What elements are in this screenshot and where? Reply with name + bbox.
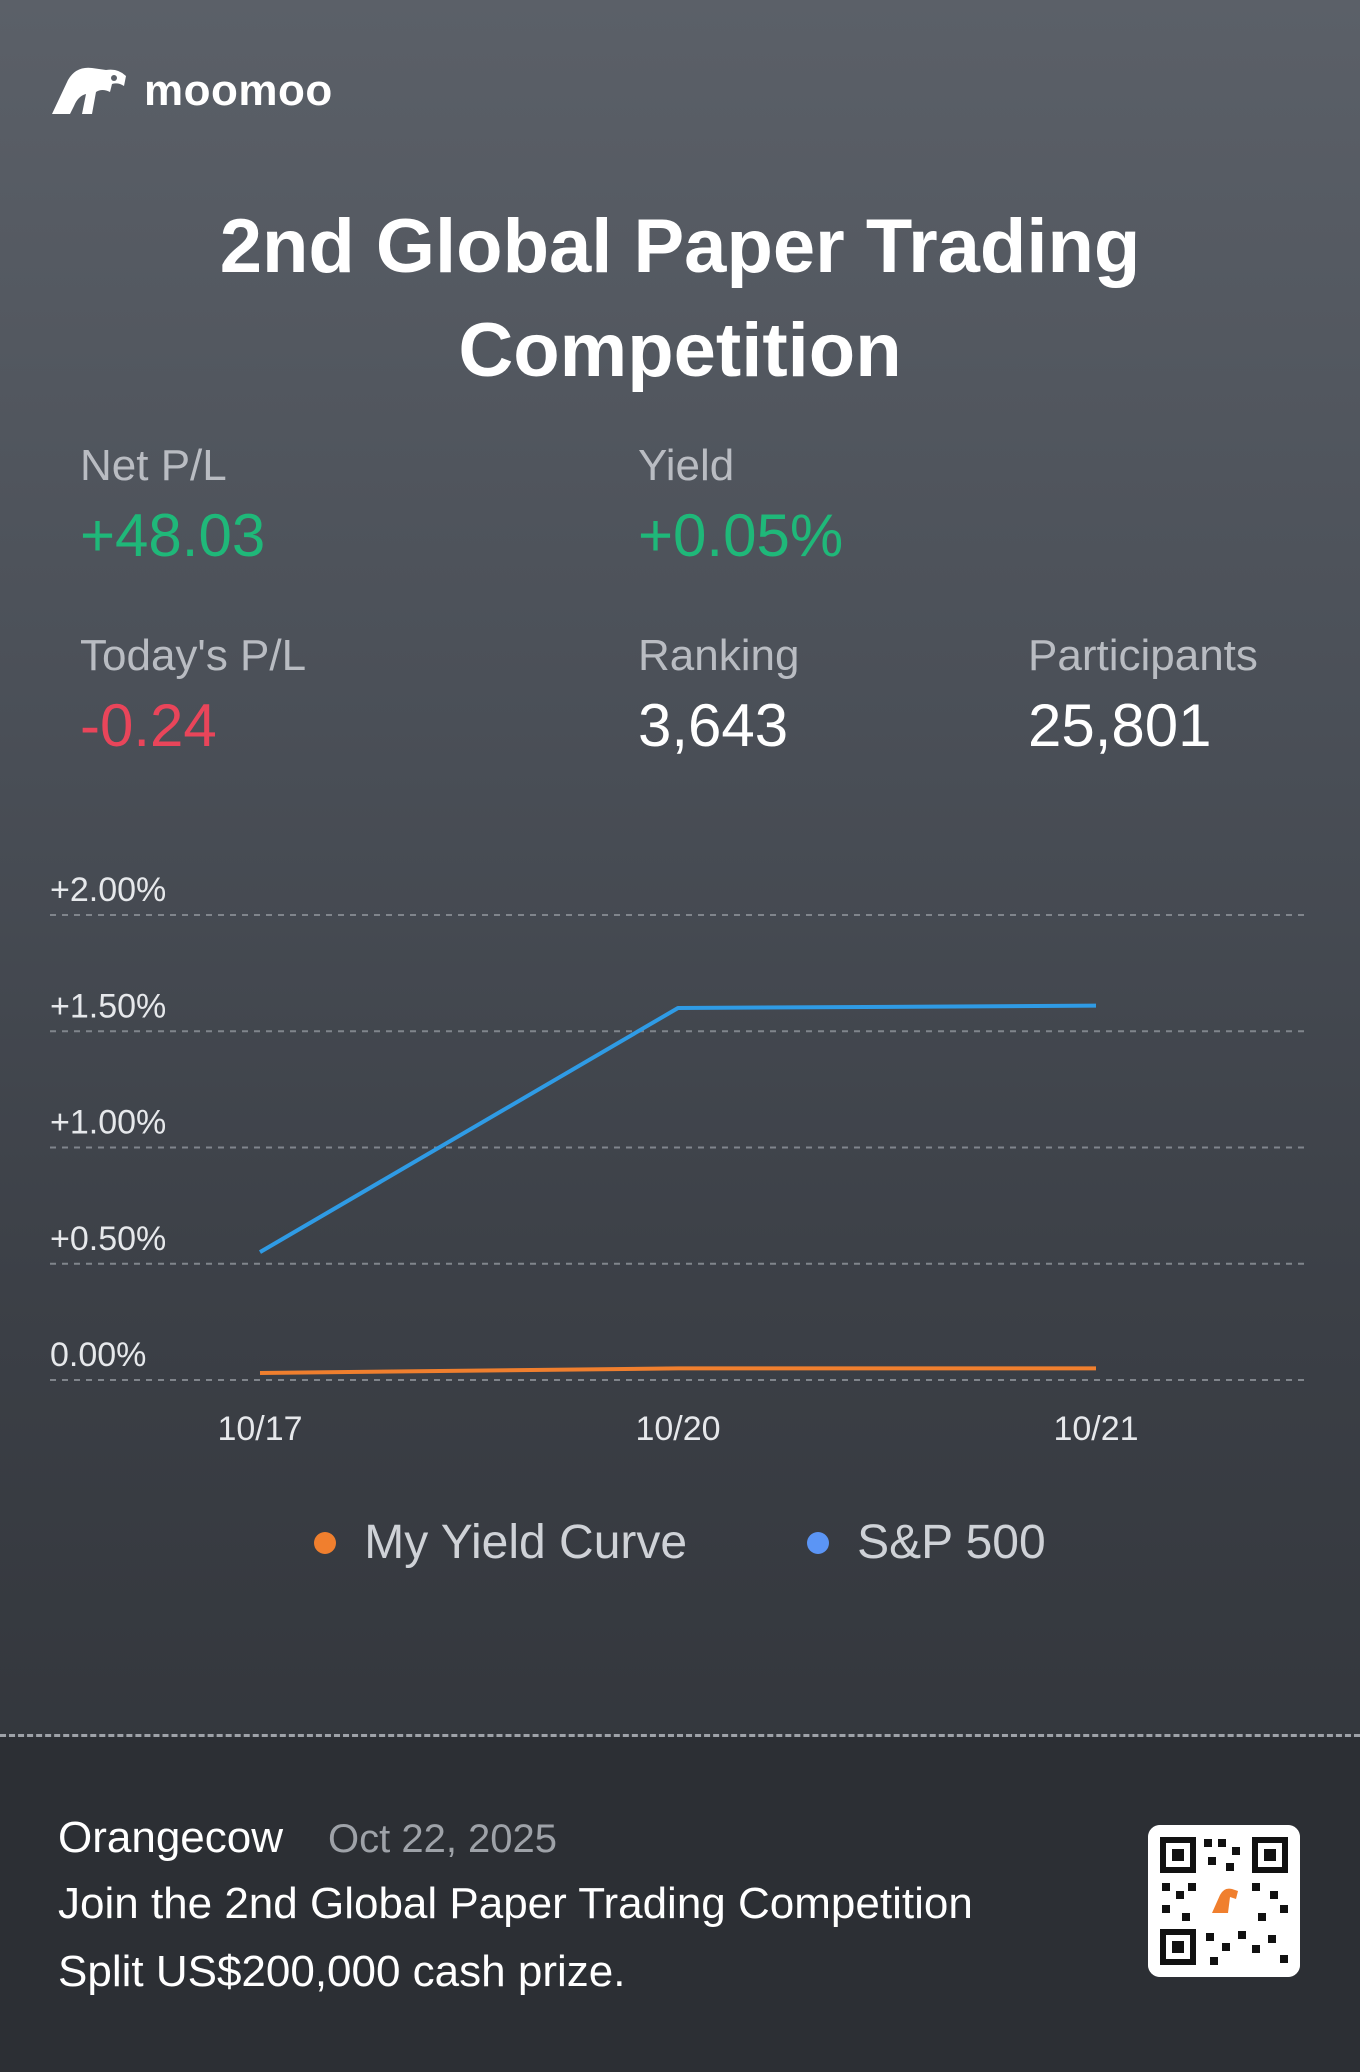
participants-label: Participants <box>1028 631 1258 680</box>
share-date: Oct 22, 2025 <box>328 1817 558 1861</box>
x-tick-label: 10/20 <box>635 1410 720 1448</box>
ranking-label: Ranking <box>638 631 800 680</box>
y-tick-label: +1.50% <box>50 987 166 1025</box>
sp500-line <box>258 1003 1097 1254</box>
title-line-1: 2nd Global Paper Trading <box>219 204 1141 289</box>
net-pl-stat: Net P/L +48.03 <box>80 440 265 572</box>
yield-value: +0.05% <box>638 502 844 569</box>
yield-label: Yield <box>638 441 735 490</box>
legend-label-my-yield: My Yield Curve <box>364 1516 688 1569</box>
y-tick-label: +2.00% <box>50 871 166 909</box>
share-footer: Orangecow Oct 22, 2025 Join the 2nd Glob… <box>0 1737 1360 2072</box>
net-pl-label: Net P/L <box>80 441 227 490</box>
qr-code-icon[interactable] <box>1148 1825 1300 1977</box>
y-tick-label: 0.00% <box>50 1336 146 1374</box>
x-tick-label: 10/21 <box>1053 1410 1138 1448</box>
x-tick-label: 10/17 <box>217 1410 302 1448</box>
today-pl-value: -0.24 <box>80 692 217 759</box>
today-pl-stat: Today's P/L -0.24 <box>80 630 306 762</box>
title-line-2: Competition <box>458 308 902 393</box>
dashed-divider <box>0 1734 1360 1737</box>
ranking-value: 3,643 <box>638 692 789 759</box>
username: Orangecow <box>58 1813 284 1862</box>
ranking-stat: Ranking 3,643 <box>638 630 799 762</box>
yield-chart: +2.00% +1.50% +1.00% +0.50% 0.00% 10/17 10/20 1… <box>50 871 1310 1448</box>
promo-line-2: Split US$200,000 cash prize. <box>58 1947 626 1996</box>
participants-value: 25,801 <box>1028 692 1212 759</box>
legend-label-sp500: S&P 500 <box>857 1516 1046 1569</box>
yield-stat: Yield +0.05% <box>638 440 843 572</box>
y-tick-label: +1.00% <box>50 1104 166 1142</box>
y-tick-label: +0.50% <box>50 1220 166 1258</box>
page-title: 2nd Global Paper Trading Competition <box>0 195 1360 403</box>
legend-dot-my-yield <box>314 1531 337 1554</box>
moomoo-bull-icon <box>52 67 126 114</box>
moomoo-logo: moomoo <box>48 62 333 120</box>
net-pl-value: +48.03 <box>80 502 266 569</box>
chart-legend: My Yield Curve S&P 500 <box>0 1515 1360 1570</box>
my-yield-curve-line <box>259 1366 1096 1376</box>
brand-name: moomoo <box>144 66 333 115</box>
today-pl-label: Today's P/L <box>80 631 307 680</box>
legend-dot-sp500 <box>807 1531 830 1554</box>
legend-item-sp500: S&P 500 <box>807 1515 1046 1570</box>
legend-item-my-yield: My Yield Curve <box>314 1515 687 1570</box>
participants-stat: Participants 25,801 <box>1028 630 1258 762</box>
promo-line-1: Join the 2nd Global Paper Trading Compet… <box>58 1879 973 1928</box>
